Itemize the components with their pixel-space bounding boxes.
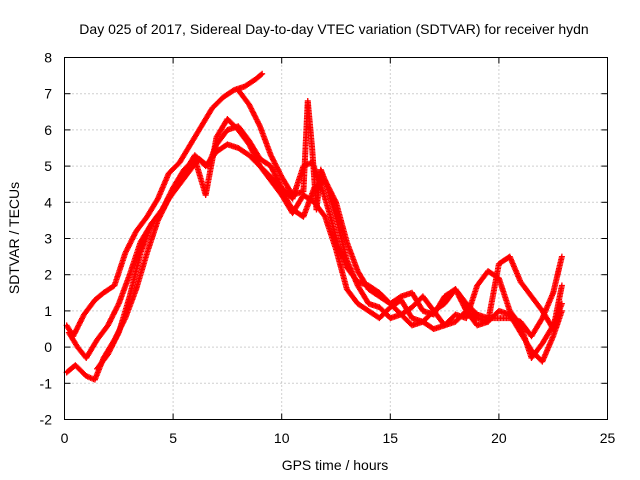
x-tick-label: 15 [383, 430, 399, 446]
y-tick-label: 7 [44, 86, 52, 102]
data-points [63, 70, 565, 383]
x-tick-label: 25 [600, 430, 616, 446]
y-tick-label: 1 [44, 303, 52, 319]
y-tick-labels: -2 -1 0 1 2 3 4 5 6 7 8 [40, 50, 53, 428]
x-tick-label: 5 [169, 430, 177, 446]
data-point-marker [258, 71, 265, 78]
y-tick-label: 2 [44, 267, 52, 283]
x-tick-label: 20 [491, 430, 507, 446]
x-axis-label: GPS time / hours [282, 457, 389, 473]
chart-title: Day 025 of 2017, Sidereal Day-to-day VTE… [79, 21, 588, 37]
y-tick-label: 8 [44, 50, 52, 66]
y-tick-label: 4 [44, 194, 52, 210]
data-point-marker [558, 282, 565, 289]
x-tick-labels: 0 5 10 15 20 25 [61, 430, 616, 446]
y-tick-label: -2 [40, 412, 53, 428]
y-axis-label: SDTVAR / TECUs [6, 182, 22, 294]
x-tick-label: 10 [274, 430, 290, 446]
axis-ticks [64, 57, 608, 420]
y-tick-label: 6 [44, 122, 52, 138]
x-tick-label: 0 [61, 430, 69, 446]
y-tick-label: -1 [40, 375, 53, 391]
y-tick-label: 5 [44, 158, 52, 174]
data-point-marker [259, 70, 266, 77]
data-point-marker [558, 253, 565, 260]
y-tick-label: 0 [44, 339, 52, 355]
y-tick-label: 3 [44, 231, 52, 247]
